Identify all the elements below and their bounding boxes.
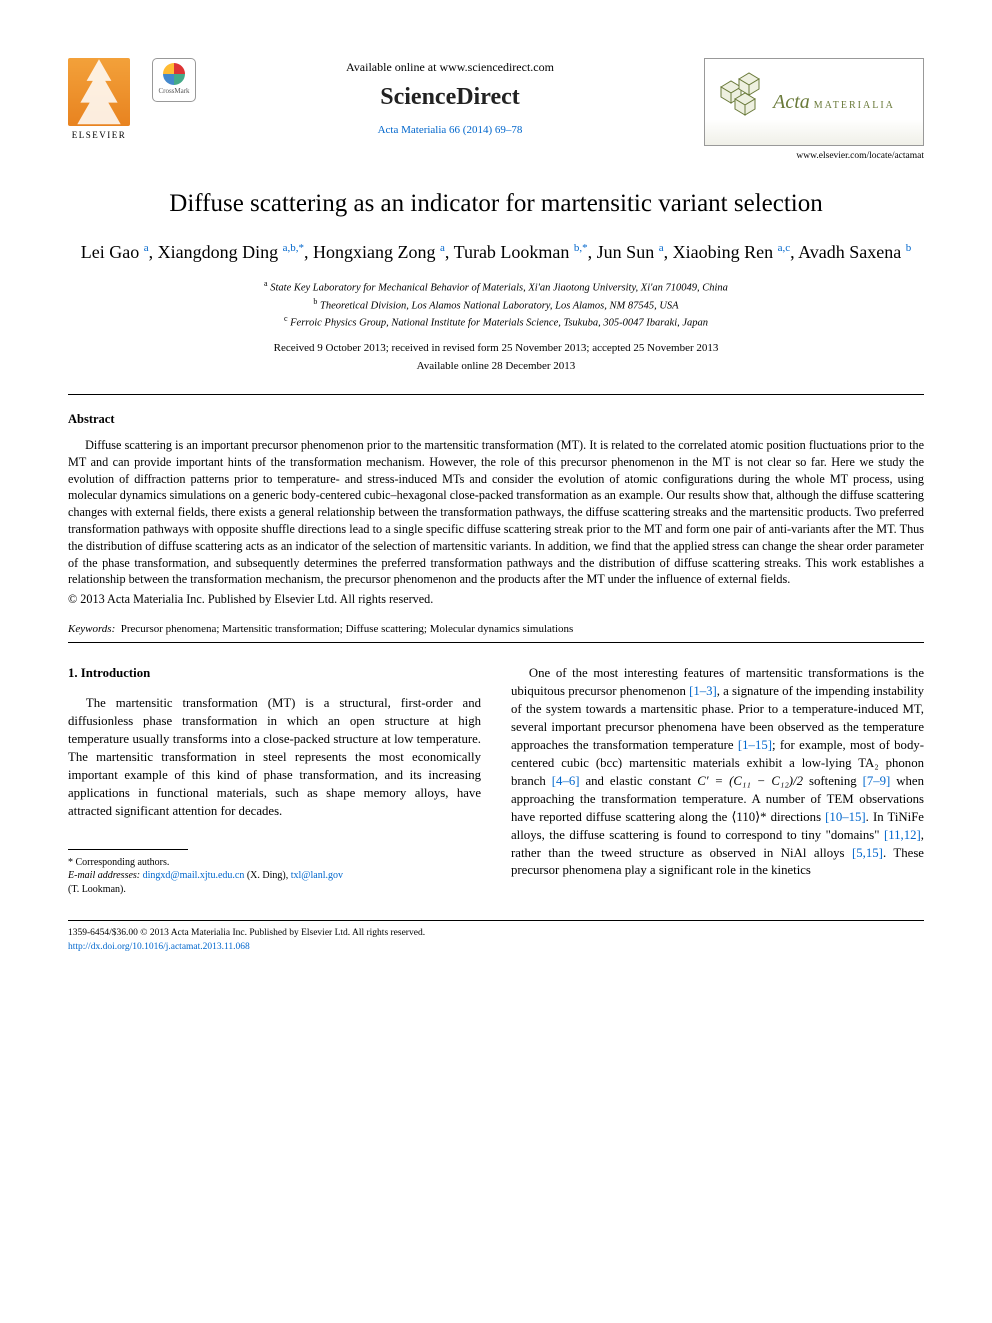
copyright-line: © 2013 Acta Materialia Inc. Published by… [68, 592, 924, 608]
section-1-heading: 1. Introduction [68, 665, 481, 683]
authors: Lei Gao a, Xiangdong Ding a,b,*, Hongxia… [68, 239, 924, 266]
sciencedirect-logo: ScienceDirect [196, 82, 704, 113]
intro-paragraph-2: One of the most interesting features of … [511, 665, 924, 880]
rule-top [68, 394, 924, 395]
issn-copyright: 1359-6454/$36.00 © 2013 Acta Materialia … [68, 927, 924, 940]
column-right: One of the most interesting features of … [511, 665, 924, 896]
column-left: 1. Introduction The martensitic transfor… [68, 665, 481, 896]
journal-reference-link[interactable]: Acta Materialia 66 (2014) 69–78 [378, 124, 523, 136]
rule-bottom [68, 642, 924, 643]
crossmark-icon [163, 63, 185, 85]
locate-url: www.elsevier.com/locate/actamat [704, 150, 924, 162]
page: ELSEVIER CrossMark Available online at w… [0, 0, 992, 994]
affiliation-c: c Ferroic Physics Group, National Instit… [68, 313, 924, 331]
acta-materialia-logo: Acta MATERIALIA [704, 58, 924, 146]
elsevier-tree-icon [68, 58, 130, 126]
elsevier-label: ELSEVIER [68, 130, 130, 142]
acta-big: Acta [773, 91, 810, 113]
sciencedirect-text: ScienceDirect [380, 84, 520, 110]
abstract-body: Diffuse scattering is an important precu… [68, 437, 924, 588]
email-name-1: (X. Ding), [247, 870, 288, 881]
header-center: Available online at www.sciencedirect.co… [196, 58, 704, 137]
available-online-text: Available online at www.sciencedirect.co… [196, 60, 704, 76]
acta-small: MATERIALIA [814, 100, 895, 111]
email-line: E-mail addresses: dingxd@mail.xjtu.edu.c… [68, 869, 481, 883]
footnotes: * Corresponding authors. E-mail addresse… [68, 856, 481, 897]
crossmark-label: CrossMark [158, 87, 189, 96]
affiliation-a-text: State Key Laboratory for Mechanical Beha… [270, 282, 728, 293]
header-right: Acta MATERIALIA www.elsevier.com/locate/… [704, 58, 924, 162]
crossmark-badge[interactable]: CrossMark [152, 58, 196, 102]
intro-paragraph-1: The martensitic transformation (MT) is a… [68, 695, 481, 820]
article-title: Diffuse scattering as an indicator for m… [68, 188, 924, 221]
email-name-2: (T. Lookman). [68, 883, 481, 897]
elsevier-logo: ELSEVIER [68, 58, 130, 142]
affiliation-c-text: Ferroic Physics Group, National Institut… [290, 318, 708, 329]
acta-logo-text: Acta MATERIALIA [773, 89, 895, 115]
email-ding[interactable]: dingxd@mail.xjtu.edu.cn [143, 870, 245, 881]
keywords: Keywords: Precursor phenomena; Martensit… [68, 622, 924, 636]
corresponding-authors: * Corresponding authors. [68, 856, 481, 870]
affiliations: a State Key Laboratory for Mechanical Be… [68, 278, 924, 331]
keywords-label: Keywords: [68, 623, 115, 635]
header-left: ELSEVIER CrossMark [68, 58, 196, 142]
doi-link[interactable]: http://dx.doi.org/10.1016/j.actamat.2013… [68, 942, 250, 952]
acta-cubes-icon [713, 69, 769, 117]
received-dates: Received 9 October 2013; received in rev… [68, 341, 924, 355]
abstract-heading: Abstract [68, 411, 924, 427]
keywords-text: Precursor phenomena; Martensitic transfo… [121, 623, 574, 635]
bottom-strip: 1359-6454/$36.00 © 2013 Acta Materialia … [68, 927, 924, 954]
email-lookman[interactable]: txl@lanl.gov [291, 870, 343, 881]
affiliation-b-text: Theoretical Division, Los Alamos Nationa… [320, 300, 679, 311]
email-label: E-mail addresses: [68, 870, 140, 881]
body-columns: 1. Introduction The martensitic transfor… [68, 665, 924, 896]
affiliation-a: a State Key Laboratory for Mechanical Be… [68, 278, 924, 296]
available-online-date: Available online 28 December 2013 [68, 359, 924, 373]
footnote-separator [68, 849, 188, 850]
bottom-separator [68, 920, 924, 921]
header-row: ELSEVIER CrossMark Available online at w… [68, 58, 924, 162]
journal-reference[interactable]: Acta Materialia 66 (2014) 69–78 [196, 123, 704, 137]
affiliation-b: b Theoretical Division, Los Alamos Natio… [68, 296, 924, 314]
